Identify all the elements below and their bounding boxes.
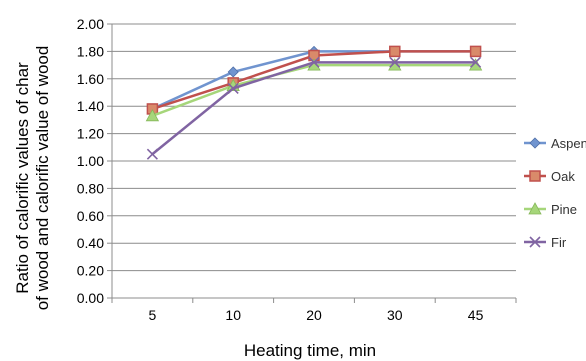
data-point-aspen bbox=[227, 66, 239, 78]
y-tick-label: 0.40 bbox=[77, 235, 104, 251]
y-tick-label: 1.40 bbox=[77, 98, 104, 114]
x-axis-title: Heating time, min bbox=[244, 341, 376, 360]
x-tick-label: 45 bbox=[468, 307, 484, 323]
series-line-pine bbox=[151, 63, 476, 117]
legend-marker-fir bbox=[529, 236, 541, 248]
data-point-fir bbox=[227, 82, 239, 94]
axes bbox=[107, 23, 517, 303]
x-tick-label: 30 bbox=[387, 307, 403, 323]
data-point-pine bbox=[145, 108, 160, 122]
y-tick-labels: 0.00 0.20 0.40 0.60 0.80 1.00 1.20 1.40 1.60 1.80… bbox=[77, 16, 104, 306]
y-tick-label: 2.00 bbox=[77, 16, 104, 32]
y-tick-label: 1.60 bbox=[77, 71, 104, 87]
y-tick-label: 0.60 bbox=[77, 208, 104, 224]
legend-label: Oak bbox=[551, 169, 575, 184]
legend-label: Pine bbox=[551, 202, 577, 217]
y-tick-label: 0.00 bbox=[77, 290, 104, 306]
x-tick-labels: 5 10 20 30 45 bbox=[149, 307, 484, 323]
series bbox=[145, 45, 483, 160]
legend-marker-oak bbox=[529, 170, 541, 182]
legend-item-pine: Pine bbox=[524, 202, 577, 217]
data-point-fir bbox=[470, 56, 482, 68]
data-point-oak bbox=[389, 45, 401, 58]
y-tick-label: 0.20 bbox=[77, 263, 104, 279]
legend-marker-pine bbox=[528, 202, 542, 215]
data-point-oak bbox=[469, 45, 482, 58]
series-fir bbox=[146, 56, 482, 160]
series-line-fir bbox=[151, 61, 476, 156]
data-point-fir bbox=[389, 56, 401, 68]
legend-item-aspen: Aspen bbox=[524, 136, 586, 151]
x-tick-label: 10 bbox=[225, 307, 241, 323]
legend: Aspen Oak Pine Fir bbox=[524, 136, 586, 250]
data-point-fir bbox=[146, 148, 158, 160]
legend-marker-aspen bbox=[529, 137, 541, 149]
y-tick-label: 1.00 bbox=[77, 153, 104, 169]
data-point-fir bbox=[308, 56, 320, 68]
x-tick-label: 20 bbox=[306, 307, 322, 323]
legend-label: Fir bbox=[551, 235, 567, 250]
legend-item-fir: Fir bbox=[524, 235, 567, 250]
y-axis-title-line-2: of wood and calorific value of wood bbox=[33, 46, 52, 311]
y-tick-label: 1.80 bbox=[77, 43, 104, 59]
y-axis-title-line-1: Ratio of calorific values of char bbox=[13, 62, 32, 294]
legend-label: Aspen bbox=[551, 136, 586, 151]
legend-item-oak: Oak bbox=[524, 169, 575, 184]
y-tick-label: 1.20 bbox=[77, 126, 104, 142]
series-oak bbox=[146, 45, 482, 115]
x-tick-label: 5 bbox=[149, 307, 157, 323]
y-tick-label: 0.80 bbox=[77, 180, 104, 196]
